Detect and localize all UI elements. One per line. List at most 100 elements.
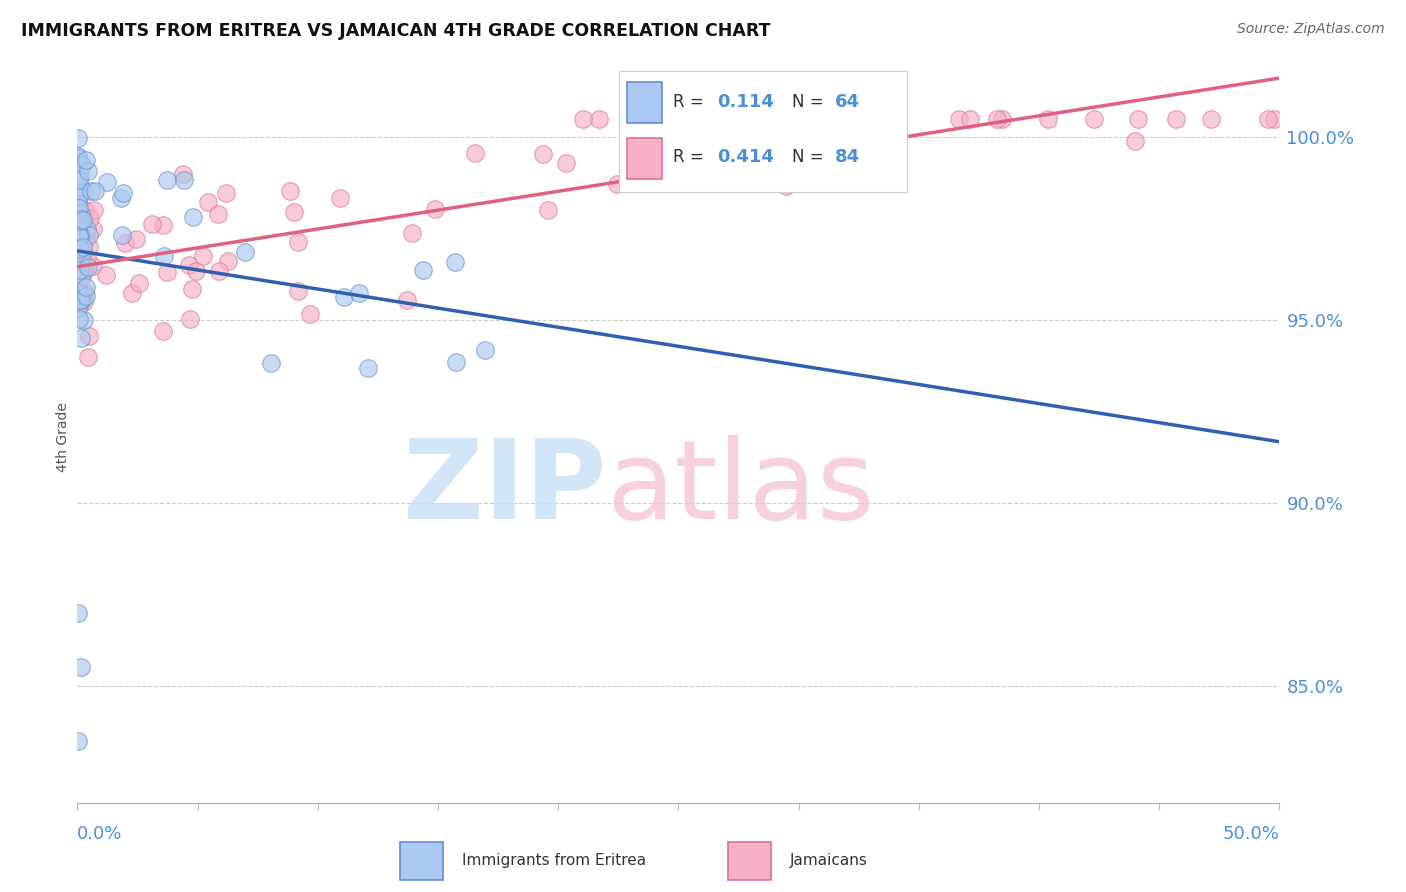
Point <box>70 293 93 307</box>
Text: IMMIGRANTS FROM ERITREA VS JAMAICAN 4TH GRADE CORRELATION CHART: IMMIGRANTS FROM ERITREA VS JAMAICAN 4TH … <box>21 22 770 40</box>
Point <box>77 228 100 243</box>
Point <box>83 203 105 218</box>
Point <box>114 236 136 251</box>
Point <box>588 112 610 126</box>
Point <box>260 356 283 370</box>
Point <box>73 313 96 327</box>
Bar <box>399 842 443 880</box>
Point <box>67 189 90 203</box>
Point <box>69 293 91 307</box>
Point <box>70 270 93 285</box>
Point <box>79 211 101 225</box>
Point <box>474 343 496 357</box>
Point <box>1036 112 1059 126</box>
Point <box>193 249 215 263</box>
Point <box>197 194 219 209</box>
Point <box>73 295 96 310</box>
Point <box>67 733 90 747</box>
Point <box>73 184 96 198</box>
Point <box>181 210 204 224</box>
Point <box>70 208 93 222</box>
Point <box>66 285 89 299</box>
Point <box>66 152 89 166</box>
Point <box>425 202 447 216</box>
Point <box>298 308 321 322</box>
Point <box>67 155 90 169</box>
Point <box>77 350 100 364</box>
Point <box>287 235 309 249</box>
Text: atlas: atlas <box>606 434 875 541</box>
Text: N =: N = <box>792 148 828 167</box>
Point <box>733 112 755 126</box>
Point <box>66 201 89 215</box>
Text: ZIP: ZIP <box>404 434 606 541</box>
Point <box>72 268 94 282</box>
Text: Source: ZipAtlas.com: Source: ZipAtlas.com <box>1237 22 1385 37</box>
Point <box>733 161 755 176</box>
Point <box>659 112 682 126</box>
Point <box>555 156 578 170</box>
Point <box>70 211 93 226</box>
Point <box>72 291 94 305</box>
Point <box>153 249 176 263</box>
Point <box>278 185 301 199</box>
Point <box>75 289 97 303</box>
Point <box>357 360 380 375</box>
Point <box>181 282 204 296</box>
Point <box>75 232 97 246</box>
Point <box>67 287 90 301</box>
Point <box>94 268 117 283</box>
Point <box>75 202 97 217</box>
Bar <box>627 137 662 178</box>
Point <box>1126 112 1149 126</box>
Point <box>283 205 305 219</box>
Point <box>69 232 91 246</box>
Point <box>1263 112 1285 126</box>
Point <box>395 293 418 307</box>
Point <box>69 297 91 311</box>
Point <box>66 194 89 209</box>
Point <box>990 112 1012 126</box>
Text: Jamaicans: Jamaicans <box>790 854 868 868</box>
Point <box>128 276 150 290</box>
Point <box>66 282 89 296</box>
Point <box>329 191 352 205</box>
Text: 50.0%: 50.0% <box>1223 825 1279 843</box>
Point <box>66 260 89 274</box>
Point <box>464 146 486 161</box>
Point <box>80 184 103 198</box>
Point <box>69 228 91 243</box>
Point <box>141 218 163 232</box>
Point <box>72 259 94 273</box>
Point <box>96 175 118 189</box>
Point <box>66 301 89 316</box>
Point <box>77 260 100 274</box>
Point <box>82 222 104 236</box>
Point <box>412 263 434 277</box>
Point <box>179 259 201 273</box>
Point <box>1125 134 1147 148</box>
Point <box>69 287 91 301</box>
Point <box>66 277 89 292</box>
Text: 0.0%: 0.0% <box>77 825 122 843</box>
Point <box>70 228 93 243</box>
Point <box>72 213 94 227</box>
Point <box>75 286 97 301</box>
Text: 84: 84 <box>835 148 860 167</box>
Point <box>572 112 595 126</box>
Point <box>67 311 90 326</box>
Bar <box>728 842 770 880</box>
Point <box>75 280 97 294</box>
Point <box>619 112 641 126</box>
Point <box>70 158 93 172</box>
Point <box>67 149 90 163</box>
Point <box>531 147 554 161</box>
Point <box>82 259 104 273</box>
Point <box>287 284 309 298</box>
Point <box>606 177 628 191</box>
Point <box>70 207 93 221</box>
Point <box>173 173 195 187</box>
Point <box>111 228 134 243</box>
Point <box>401 226 423 240</box>
Point <box>844 112 866 126</box>
